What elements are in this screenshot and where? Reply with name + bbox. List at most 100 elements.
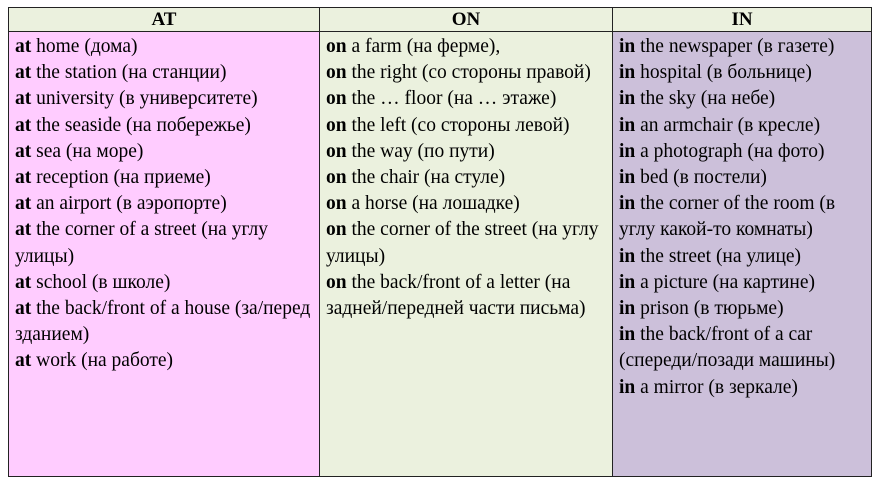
preposition: on (326, 62, 347, 84)
phrase: school (в школе) (31, 271, 171, 293)
prepositions-table: AT ON IN at home (дома) at the station (н… (8, 7, 872, 477)
list-item: at an airport (в аэропорте) (15, 191, 315, 217)
list-item: on the left (со стороны левой) (326, 113, 608, 139)
preposition: at (15, 298, 32, 320)
phrase: home (дома) (31, 36, 138, 57)
phrase: the corner of a street (на углу улицы) (15, 219, 268, 267)
preposition: in (619, 298, 636, 320)
list-item: on the chair (на стуле) (326, 165, 608, 191)
phrase: a photograph (на фото) (635, 140, 825, 162)
list-item: in the street (на улице) (619, 244, 867, 270)
list-item: in hospital (в больнице) (619, 60, 867, 86)
list-item: on the … floor (на … этаже) (326, 86, 608, 112)
phrase: work (на работе) (31, 350, 174, 372)
phrase: a horse (на лошадке) (346, 193, 520, 215)
phrase: the way (по пути) (346, 140, 495, 162)
preposition: on (326, 140, 347, 162)
preposition: at (15, 62, 32, 84)
preposition: in (619, 324, 636, 346)
header-on: ON (319, 7, 613, 32)
list-item: at the station (на станции) (15, 60, 315, 86)
list-item: at reception (на приеме) (15, 165, 315, 191)
phrase: the station (на станции) (31, 62, 227, 84)
phrase: the right (со стороны правой) (346, 62, 591, 84)
in-column: in the newspaper (в газете) in hospital (… (612, 31, 872, 477)
preposition: on (326, 193, 347, 215)
preposition: at (15, 140, 32, 162)
list-item: in bed (в постели) (619, 165, 867, 191)
phrase: sea (на море) (31, 140, 144, 162)
list-item: in the corner of the room (в углу какой-… (619, 191, 867, 243)
preposition: in (619, 193, 636, 215)
phrase: the chair (на стуле) (346, 167, 506, 189)
phrase: university (в университете) (31, 88, 258, 110)
preposition: on (326, 114, 347, 136)
list-item: at home (дома) (15, 34, 315, 60)
preposition: at (15, 167, 32, 189)
list-item: on the way (по пути) (326, 139, 608, 165)
phrase: the back/front of a car (спереди/позади … (619, 324, 836, 372)
preposition: on (326, 88, 347, 110)
preposition: on (326, 167, 347, 189)
phrase: the left (со стороны левой) (346, 114, 570, 136)
at-column: at home (дома) at the station (на станции… (8, 31, 320, 477)
phrase: the newspaper (в газете) (635, 36, 835, 57)
preposition: at (15, 88, 32, 110)
content-row: at home (дома) at the station (на станции… (8, 31, 872, 477)
list-item: on the corner of the street (на углу ули… (326, 217, 608, 269)
list-item: at the corner of a street (на углу улицы… (15, 217, 315, 269)
list-item: in the newspaper (в газете) (619, 34, 867, 60)
list-item: in prison (в тюрьме) (619, 296, 867, 322)
phrase: an armchair (в кресле) (635, 114, 821, 136)
list-item: on a farm (на ферме), (326, 34, 608, 60)
list-item: in the sky (на небе) (619, 86, 867, 112)
phrase: reception (на приеме) (31, 167, 211, 189)
phrase: the seaside (на побережье) (31, 114, 251, 136)
phrase: the street (на улице) (635, 245, 802, 267)
preposition: at (15, 193, 32, 215)
preposition: in (619, 376, 636, 398)
preposition: on (326, 219, 347, 241)
preposition: on (326, 271, 347, 293)
phrase: the corner of the room (в углу какой-то … (619, 193, 836, 241)
phrase: bed (в постели) (635, 167, 767, 189)
phrase: the corner of the street (на углу улицы) (326, 219, 599, 267)
preposition: in (619, 62, 636, 84)
list-item: on a horse (на лошадке) (326, 191, 608, 217)
list-item: at work (на работе) (15, 348, 315, 374)
phrase: the back/front of a house (за/перед здан… (15, 298, 311, 346)
list-item: in a picture (на картине) (619, 270, 867, 296)
list-item: at university (в университете) (15, 86, 315, 112)
list-item: at the seaside (на побережье) (15, 113, 315, 139)
phrase: hospital (в больнице) (635, 62, 812, 84)
preposition: in (619, 167, 636, 189)
phrase: prison (в тюрьме) (635, 298, 784, 320)
header-in: IN (612, 7, 872, 32)
preposition: in (619, 88, 636, 110)
preposition: in (619, 36, 636, 57)
preposition: in (619, 140, 636, 162)
list-item: in an armchair (в кресле) (619, 113, 867, 139)
phrase: a farm (на ферме), (346, 36, 501, 57)
on-column: on a farm (на ферме), on the right (со ст… (319, 31, 613, 477)
preposition: at (15, 271, 32, 293)
list-item: at school (в школе) (15, 270, 315, 296)
phrase: a mirror (в зеркале) (635, 376, 798, 398)
preposition: at (15, 219, 32, 241)
preposition: at (15, 114, 32, 136)
preposition: on (326, 36, 347, 57)
preposition: at (15, 36, 32, 57)
preposition: in (619, 114, 636, 136)
list-item: on the back/front of a letter (на задней… (326, 270, 608, 322)
list-item: in the back/front of a car (спереди/поза… (619, 322, 867, 374)
header-at: AT (8, 7, 320, 32)
list-item: on the right (со стороны правой) (326, 60, 608, 86)
phrase: an airport (в аэропорте) (31, 193, 227, 215)
preposition: in (619, 271, 636, 293)
phrase: a picture (на картине) (635, 271, 816, 293)
list-item: at sea (на море) (15, 139, 315, 165)
preposition: at (15, 350, 32, 372)
list-item: in a mirror (в зеркале) (619, 375, 867, 401)
header-row: AT ON IN (8, 7, 872, 32)
phrase: the sky (на небе) (635, 88, 776, 110)
